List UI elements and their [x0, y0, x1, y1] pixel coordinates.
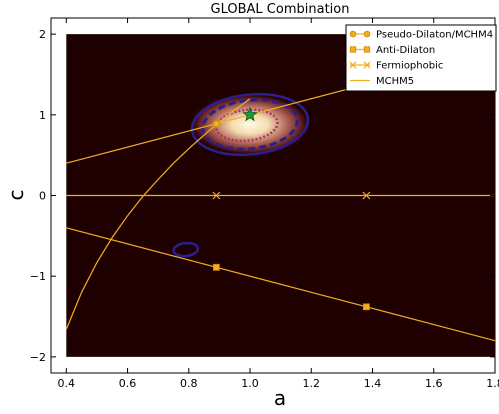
- contour-3: [172, 241, 200, 258]
- tick-layer: 0.4 0.6 0.8 1.0 1.2 1.4 1.6 1.8 −2 −1 0 1 2: [30, 18, 499, 390]
- legend-marker-1-b: [363, 46, 371, 53]
- y-tick-label-0: −2: [30, 351, 46, 364]
- y-tick-label-3: 1: [39, 109, 46, 122]
- x-tick-label-6: 1.6: [425, 377, 443, 390]
- y-tick-label-4: 2: [39, 28, 46, 41]
- series-0-marker-0: [212, 120, 220, 128]
- x-tick-label-2: 0.8: [180, 377, 198, 390]
- y-axis-label: c: [4, 190, 28, 201]
- legend-label-2: Fermiophobic: [376, 61, 443, 72]
- best-fit-star: [242, 106, 258, 122]
- x-axis-label: a: [274, 386, 286, 410]
- marker-layer: [212, 106, 371, 311]
- legend-marker-2-a-b: [349, 61, 357, 69]
- legend-marker-0-b: [363, 30, 371, 38]
- contour-2: [215, 108, 279, 143]
- legend-box: [345, 24, 497, 92]
- series-2-marker-1: [362, 191, 371, 200]
- y-tick-label-2: 0: [39, 190, 46, 203]
- series-1-marker-1: [362, 303, 370, 311]
- x-tick-label-0: 0.4: [58, 377, 76, 390]
- chart-title: GLOBAL Combination: [211, 2, 350, 17]
- y-tick-label-1: −1: [30, 270, 46, 283]
- series-2-marker-0-b: [212, 191, 221, 200]
- series-2-marker-1-b: [362, 191, 371, 200]
- contour-1: [201, 98, 299, 151]
- legend-marker-1-a: [349, 46, 357, 53]
- legend-marker-2-a: [349, 61, 357, 69]
- x-tick-label-5: 1.4: [364, 377, 382, 390]
- legend-marker-2-b: [363, 61, 371, 69]
- x-tick-label-7: 1.8: [486, 377, 499, 390]
- x-tick-label-4: 1.2: [303, 377, 321, 390]
- legend-marker-2-b-b: [363, 61, 371, 69]
- series-1-marker-0: [212, 263, 220, 271]
- legend-label-3: MCHM5: [376, 76, 414, 87]
- x-tick-label-3: 1.0: [241, 377, 259, 390]
- legend-label-0: Pseudo-Dilaton/MCHM4: [376, 30, 493, 41]
- legend-label-1: Anti-Dilaton: [376, 45, 435, 56]
- likelihood-glow: [188, 93, 312, 156]
- legend: Pseudo-Dilaton/MCHM4 Anti-Dilaton Fermioph…: [345, 24, 497, 92]
- x-tick-label-1: 0.6: [119, 377, 137, 390]
- legend-marker-0-a: [349, 30, 357, 38]
- series-line-1: [66, 227, 496, 342]
- series-2-marker-0: [212, 191, 221, 200]
